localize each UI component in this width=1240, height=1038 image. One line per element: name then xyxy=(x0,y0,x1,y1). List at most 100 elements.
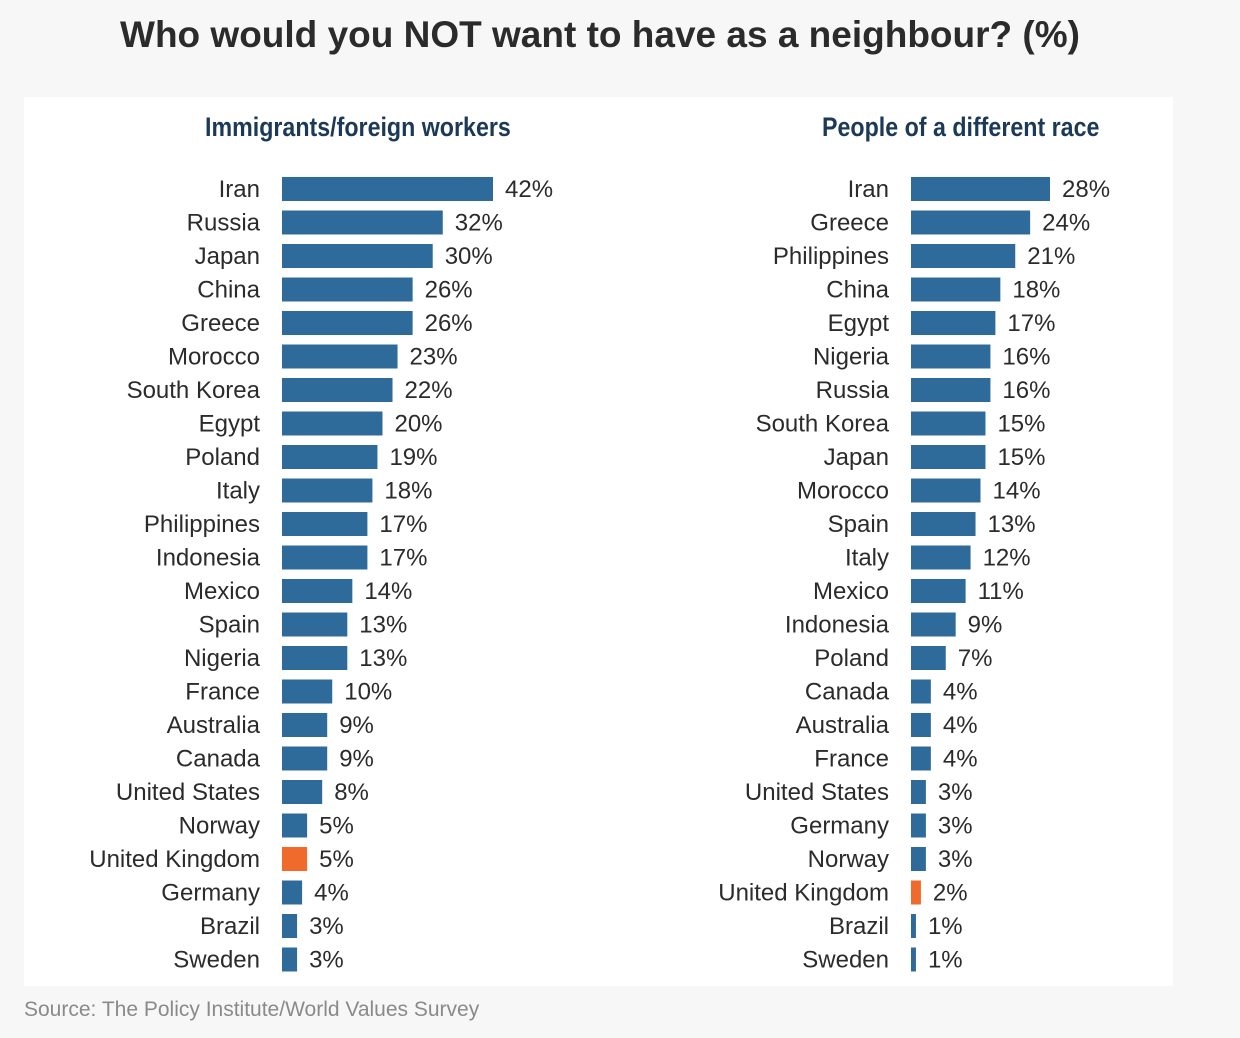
race-category-label-egypt: Egypt xyxy=(828,310,890,337)
race-category-label-japan: Japan xyxy=(824,444,889,471)
race-bar-iran xyxy=(911,177,1050,201)
imm-category-label-nigeria: Nigeria xyxy=(184,645,261,672)
race-value-label-australia: 4% xyxy=(943,712,978,739)
imm-value-label-brazil: 3% xyxy=(309,913,344,940)
race-value-label-italy: 12% xyxy=(983,545,1031,572)
imm-value-label-morocco: 23% xyxy=(410,344,458,371)
imm-bar-south-korea xyxy=(282,378,393,402)
imm-bar-japan xyxy=(282,244,433,268)
race-bar-brazil xyxy=(911,914,916,938)
race-bar-russia xyxy=(911,378,991,402)
race-value-label-morocco: 14% xyxy=(993,478,1041,505)
imm-category-label-sweden: Sweden xyxy=(173,947,260,974)
race-value-label-greece: 24% xyxy=(1042,210,1090,237)
imm-category-label-poland: Poland xyxy=(185,444,260,471)
race-bar-japan xyxy=(911,445,986,469)
imm-value-label-italy: 18% xyxy=(384,478,432,505)
race-bar-greece xyxy=(911,210,1031,235)
imm-bar-iran xyxy=(282,177,493,201)
imm-category-label-brazil: Brazil xyxy=(200,913,260,940)
imm-bar-canada xyxy=(282,746,328,771)
chart-title-immigrants: Immigrants/foreign workers xyxy=(205,112,511,142)
imm-value-label-mexico: 14% xyxy=(364,578,412,605)
race-bar-mexico xyxy=(911,579,966,603)
imm-bar-united-states xyxy=(282,780,323,804)
imm-bar-germany xyxy=(282,880,303,905)
imm-bar-australia xyxy=(282,713,328,737)
imm-value-label-canada: 9% xyxy=(339,746,374,773)
imm-category-label-china: China xyxy=(197,277,260,304)
race-bar-italy xyxy=(911,545,971,570)
race-category-label-philippines: Philippines xyxy=(773,243,889,270)
imm-category-label-france: France xyxy=(185,679,260,706)
race-value-label-spain: 13% xyxy=(988,511,1036,538)
race-value-label-norway: 3% xyxy=(938,846,973,873)
imm-value-label-china: 26% xyxy=(425,277,473,304)
race-value-label-canada: 4% xyxy=(943,679,978,706)
race-bar-sweden xyxy=(911,947,916,972)
imm-bar-poland xyxy=(282,445,378,469)
race-value-label-egypt: 17% xyxy=(1007,310,1055,337)
imm-category-label-united-kingdom: United Kingdom xyxy=(89,846,260,873)
race-value-label-south-korea: 15% xyxy=(997,411,1045,438)
imm-category-label-japan: Japan xyxy=(195,243,260,270)
race-bar-egypt xyxy=(911,311,996,335)
imm-category-label-russia: Russia xyxy=(187,210,261,237)
imm-bar-norway xyxy=(282,813,308,838)
imm-category-label-south-korea: South Korea xyxy=(127,377,261,404)
race-value-label-philippines: 21% xyxy=(1027,243,1075,270)
imm-bar-mexico xyxy=(282,579,353,603)
imm-category-label-united-states: United States xyxy=(116,779,260,806)
imm-category-label-philippines: Philippines xyxy=(144,511,260,538)
race-value-label-united-states: 3% xyxy=(938,779,973,806)
race-category-label-russia: Russia xyxy=(816,377,890,404)
imm-value-label-norway: 5% xyxy=(319,813,354,840)
race-category-label-germany: Germany xyxy=(790,813,889,840)
imm-category-label-spain: Spain xyxy=(199,612,260,639)
imm-value-label-south-korea: 22% xyxy=(405,377,453,404)
imm-category-label-indonesia: Indonesia xyxy=(156,545,261,572)
imm-category-label-mexico: Mexico xyxy=(184,578,260,605)
race-bar-philippines xyxy=(911,244,1016,268)
race-value-label-germany: 3% xyxy=(938,813,973,840)
race-category-label-iran: Iran xyxy=(848,176,889,203)
imm-bar-spain xyxy=(282,612,348,637)
imm-value-label-egypt: 20% xyxy=(394,411,442,438)
race-category-label-canada: Canada xyxy=(805,679,890,706)
imm-bar-greece xyxy=(282,311,413,335)
imm-bar-egypt xyxy=(282,411,383,436)
imm-bar-indonesia xyxy=(282,545,368,570)
race-category-label-nigeria: Nigeria xyxy=(813,344,890,371)
imm-category-label-morocco: Morocco xyxy=(168,344,260,371)
race-value-label-mexico: 11% xyxy=(978,578,1024,605)
imm-value-label-japan: 30% xyxy=(445,243,493,270)
race-bar-morocco xyxy=(911,478,981,503)
imm-value-label-germany: 4% xyxy=(314,880,349,907)
race-bar-south-korea xyxy=(911,411,986,436)
imm-value-label-united-states: 8% xyxy=(334,779,369,806)
page-title: Who would you NOT want to have as a neig… xyxy=(120,14,1080,55)
race-category-label-brazil: Brazil xyxy=(829,913,889,940)
race-value-label-japan: 15% xyxy=(997,444,1045,471)
imm-category-label-italy: Italy xyxy=(216,478,260,505)
race-value-label-poland: 7% xyxy=(958,645,993,672)
race-bar-poland xyxy=(911,646,946,670)
imm-bar-china xyxy=(282,277,413,302)
imm-value-label-philippines: 17% xyxy=(379,511,427,538)
race-bar-france xyxy=(911,746,931,771)
race-bar-united-states xyxy=(911,780,926,804)
race-category-label-australia: Australia xyxy=(796,712,890,739)
imm-bar-nigeria xyxy=(282,646,348,670)
race-category-label-poland: Poland xyxy=(814,645,889,672)
race-value-label-united-kingdom: 2% xyxy=(933,880,968,907)
race-value-label-iran: 28% xyxy=(1062,176,1110,203)
imm-bar-philippines xyxy=(282,512,368,536)
race-value-label-sweden: 1% xyxy=(928,947,963,974)
race-value-label-china: 18% xyxy=(1012,277,1060,304)
imm-category-label-iran: Iran xyxy=(219,176,260,203)
imm-value-label-australia: 9% xyxy=(339,712,374,739)
race-category-label-china: China xyxy=(826,277,889,304)
chart-title-race: People of a different race xyxy=(822,112,1100,142)
